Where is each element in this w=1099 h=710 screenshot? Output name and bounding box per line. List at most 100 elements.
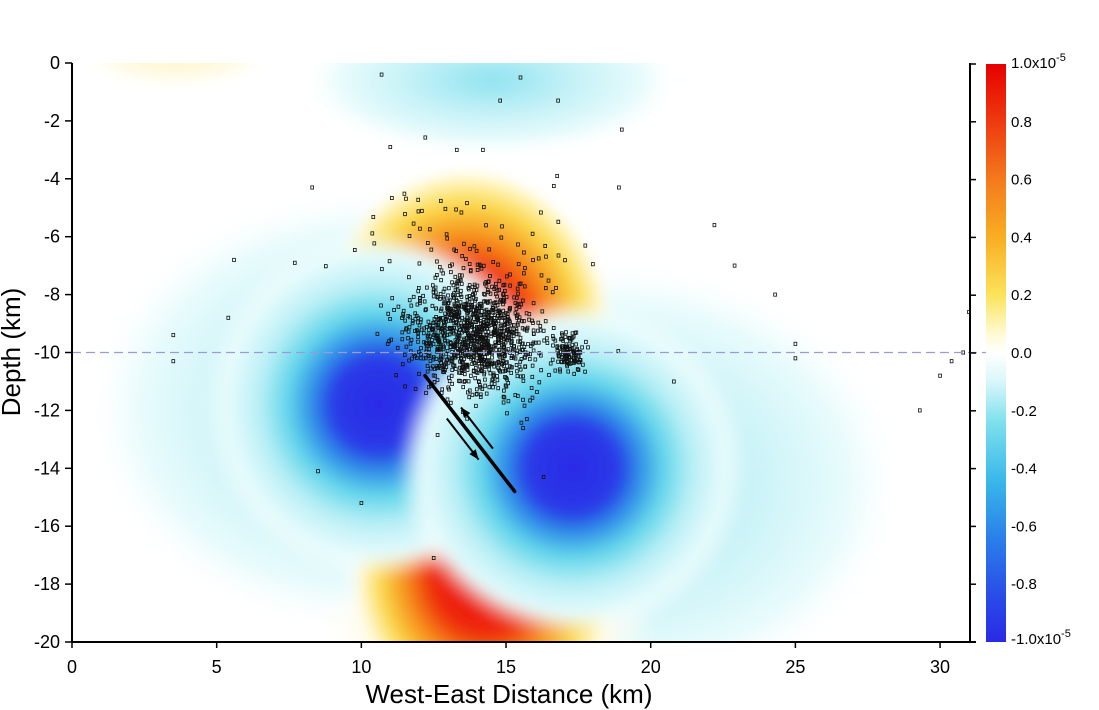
hypocenter: [403, 384, 407, 389]
hypocenter: [491, 259, 495, 264]
hypocenter: [419, 352, 423, 357]
hypocenter: [441, 271, 445, 276]
hypocenter: [432, 380, 437, 385]
hypocenter: [416, 209, 421, 214]
hypocenter: [406, 313, 411, 318]
hypocenter: [459, 356, 464, 361]
hypocenter: [442, 286, 447, 291]
hypocenter: [416, 197, 420, 202]
hypocenter: [481, 147, 485, 152]
hypocenter: [388, 144, 393, 149]
y-tick-label: -8: [44, 285, 60, 305]
hypocenter: [561, 345, 565, 350]
hypocenter: [427, 353, 432, 358]
hypocenter: [488, 371, 493, 376]
hypocenter: [536, 256, 541, 261]
x-tick-label: 20: [641, 657, 661, 677]
hypocenter: [522, 403, 527, 408]
hypocenter: [475, 267, 480, 272]
hypocenter: [474, 403, 478, 408]
hypocenter: [454, 207, 458, 212]
hypocenter: [562, 352, 567, 357]
hypocenter: [570, 358, 574, 363]
x-tick-label: 10: [351, 657, 371, 677]
hypocenter: [445, 397, 450, 402]
hypocenter: [483, 377, 487, 382]
hypocenter: [416, 330, 420, 335]
y-tick-label: -10: [34, 343, 60, 363]
hypocenter: [440, 387, 444, 392]
y-axis-title: Depth (km): [0, 288, 26, 417]
hypocenter: [467, 283, 472, 288]
colorbar-exponent: -5: [1061, 628, 1071, 640]
hypocenter: [504, 274, 509, 279]
hypocenter: [431, 289, 436, 294]
hypocenter: [434, 336, 438, 341]
x-axis-title: West-East Distance (km): [365, 679, 652, 709]
hypocenter: [617, 185, 621, 190]
colorbar-gradient: [986, 64, 1006, 642]
colorbar-tick-label: 0.8: [1011, 114, 1032, 131]
hypocenter: [425, 369, 430, 374]
hypocenter: [457, 303, 461, 308]
slip-arrows: [446, 406, 494, 461]
hypocenter: [470, 392, 475, 397]
hypocenter: [477, 361, 481, 366]
fault-trace: [423, 373, 517, 494]
hypocenter: [468, 246, 472, 251]
hypocenter: [488, 309, 493, 314]
hypocenter: [423, 135, 428, 140]
hypocenter: [672, 379, 676, 384]
hypocenter: [438, 308, 443, 313]
hypocenter: [407, 298, 412, 303]
hypocenter: [505, 411, 509, 416]
hypocenter: [416, 334, 420, 339]
hypocenter: [462, 241, 466, 246]
hypocenter: [433, 290, 438, 295]
hypocenter: [511, 331, 516, 336]
hypocenter: [467, 333, 471, 338]
hypocenter: [407, 233, 412, 238]
hypocenter: [531, 320, 535, 325]
hypocenter: [433, 327, 438, 332]
hypocenter: [446, 385, 450, 390]
hypocenter: [458, 292, 463, 297]
hypocenter: [416, 339, 420, 344]
hypocenter: [540, 309, 545, 314]
hypocenter: [502, 282, 507, 287]
hypocenter: [323, 264, 328, 269]
hypocenter: [541, 328, 546, 333]
hypocenter: [433, 366, 437, 371]
hypocenter: [401, 308, 406, 313]
hypocenter: [474, 320, 478, 325]
hypocenter: [466, 335, 471, 340]
hypocenter: [511, 323, 516, 328]
hypocenter: [416, 285, 421, 290]
slip-arrow-down: [446, 417, 480, 461]
hypocenter: [464, 308, 469, 313]
hypocenter: [515, 286, 520, 291]
hypocenter: [467, 261, 472, 266]
hypocenter: [576, 367, 581, 372]
hypocenter: [408, 341, 413, 346]
hypocenter: [509, 370, 513, 375]
hypocenter: [482, 372, 486, 377]
hypocenter: [517, 315, 522, 320]
hypocenter: [425, 333, 430, 338]
hypocenter: [519, 420, 524, 425]
x-tick-label: 30: [930, 657, 950, 677]
hypocenter: [570, 331, 575, 336]
hypocenter: [484, 223, 488, 228]
hypocenter: [505, 321, 510, 326]
hypocenter: [503, 335, 507, 340]
hypocenter: [565, 362, 569, 367]
hypocenter: [466, 287, 471, 292]
hypocenter: [531, 331, 536, 336]
hypocenter: [509, 336, 514, 341]
colorbar-tick-label: 0.4: [1011, 229, 1032, 246]
hypocenter: [527, 317, 531, 322]
hypocenter: [407, 275, 411, 280]
hypocenter: [449, 270, 453, 275]
hypocenter: [491, 373, 496, 378]
hypocenter: [443, 311, 447, 316]
